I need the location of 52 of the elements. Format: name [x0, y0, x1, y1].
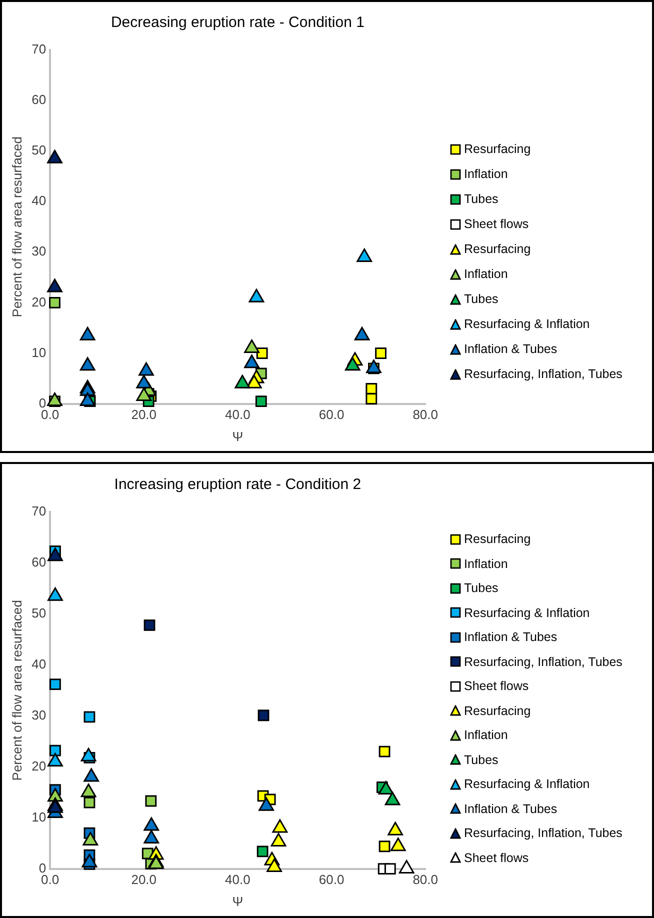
legend-label: Inflation [464, 267, 508, 281]
x-axis-title: Ψ [232, 428, 244, 444]
y-tick-label: 50 [32, 606, 46, 621]
legend-label: Resurfacing, Inflation, Tubes [464, 826, 622, 840]
legend-label: Resurfacing [464, 142, 531, 156]
y-tick-label: 60 [32, 92, 46, 108]
legend-label: Inflation & Tubes [464, 802, 558, 816]
legend-label: Inflation & Tubes [464, 630, 558, 644]
legend-label: Resurfacing [464, 704, 531, 718]
y-tick-label: 40 [32, 193, 46, 208]
legend-label: Sheet flows [464, 217, 529, 231]
y-tick-label: 50 [32, 142, 46, 158]
legend-label: Inflation [464, 167, 508, 181]
x-tick-label: 80.0 [412, 407, 438, 422]
y-tick-label: 20 [32, 758, 46, 774]
legend-label: Resurfacing [464, 532, 531, 546]
legend-label: Tubes [464, 581, 498, 595]
x-tick-label: 40.0 [225, 872, 250, 888]
y-axis-title: Percent of flow area resurfaced [9, 136, 24, 318]
y-tick-label: 70 [32, 42, 46, 57]
legend-label: Tubes [464, 752, 498, 766]
y-tick-label: 60 [32, 554, 46, 570]
legend-label: Inflation & Tubes [464, 342, 558, 356]
x-tick-label: 60.0 [318, 407, 344, 422]
y-tick-label: 20 [32, 294, 46, 310]
legend-label: Resurfacing & Inflation [464, 317, 590, 331]
legend-label: Resurfacing, Inflation, Tubes [464, 367, 622, 381]
x-axis-title: Ψ [232, 894, 244, 909]
legend-label: Resurfacing & Inflation [464, 606, 590, 620]
y-tick-label: 40 [32, 656, 46, 672]
legend-label: Sheet flows [464, 679, 529, 693]
y-tick-label: 30 [32, 244, 46, 259]
legend-label: Tubes [464, 192, 498, 206]
y-tick-label: 10 [32, 809, 46, 824]
x-tick-label: 20.0 [131, 872, 157, 888]
legend-label: Inflation [464, 556, 508, 570]
legend-label: Tubes [464, 292, 498, 306]
chart-title: Decreasing eruption rate - Condition 1 [110, 14, 364, 32]
x-tick-label: 80.0 [412, 872, 438, 888]
y-tick-label: 10 [32, 344, 46, 360]
legend-label: Resurfacing, Inflation, Tubes [464, 654, 622, 668]
y-axis-title: Percent of flow area resurfaced [9, 600, 24, 781]
chart-title: Increasing eruption rate - Condition 2 [114, 476, 362, 494]
y-tick-label: 30 [32, 707, 46, 722]
x-tick-label: 40.0 [225, 407, 250, 422]
x-tick-label: 60.0 [318, 872, 344, 888]
x-tick-label: 20.0 [131, 407, 157, 422]
legend-label: Inflation [464, 728, 508, 742]
legend-label: Sheet flows [464, 850, 529, 864]
legend-label: Resurfacing [464, 242, 531, 256]
legend-label: Resurfacing & Inflation [464, 777, 590, 791]
y-tick-label: 70 [32, 504, 46, 519]
